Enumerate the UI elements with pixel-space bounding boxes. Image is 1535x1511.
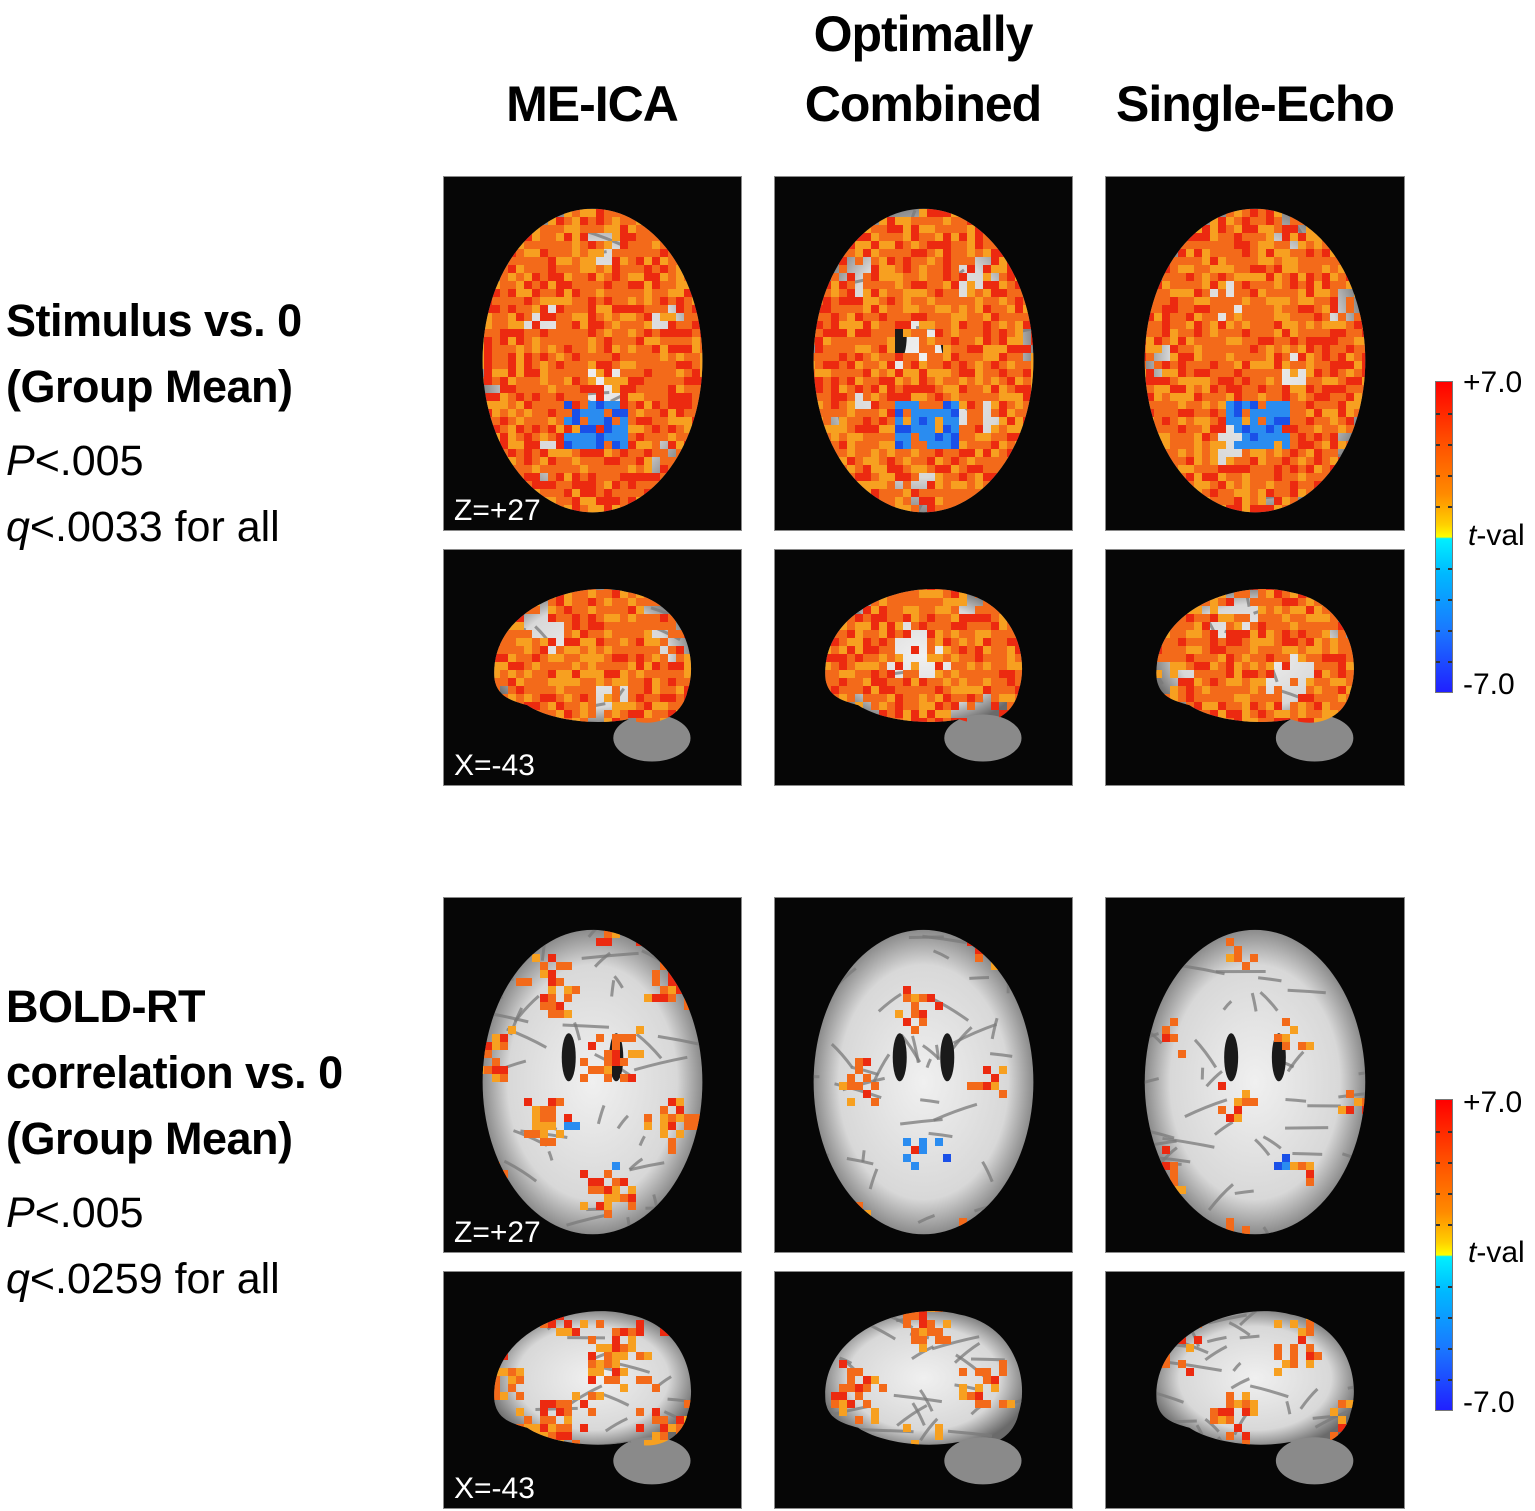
row-title-line: Stimulus vs. 0 bbox=[6, 295, 302, 346]
brain-panel-sagittal-single-echo-stimulus bbox=[1105, 549, 1405, 786]
brain-image bbox=[825, 588, 1023, 762]
row-label-bold-rt: BOLD-RT correlation vs. 0 (Group Mean) P… bbox=[6, 974, 343, 1312]
brain-panel-sagittal-optcom-bold-rt bbox=[774, 1271, 1073, 1509]
brain-image bbox=[825, 1311, 1023, 1485]
colorbar-mid-label: t-val bbox=[1468, 519, 1525, 553]
brain-panel-axial-me-ica-bold-rt: Z=+27 bbox=[443, 897, 742, 1253]
row-label-stimulus: Stimulus vs. 0 (Group Mean) P<.005 q<.00… bbox=[6, 288, 302, 560]
coordinate-label: X=-43 bbox=[454, 749, 535, 782]
brain-panel-sagittal-me-ica-stimulus: X=-43 bbox=[443, 549, 742, 786]
stat-symbol: q bbox=[6, 503, 30, 551]
brain-panel-sagittal-optcom-stimulus bbox=[774, 549, 1073, 786]
brain-panel-axial-single-echo-stimulus bbox=[1105, 176, 1405, 531]
stat-symbol: P bbox=[6, 437, 35, 485]
brain-panel-axial-optcom-stimulus bbox=[774, 176, 1073, 531]
stat-symbol: q bbox=[6, 1255, 30, 1303]
brain-panel-sagittal-me-ica-bold-rt: X=-43 bbox=[443, 1271, 742, 1509]
brain-image bbox=[1144, 208, 1366, 513]
brain-image bbox=[494, 588, 692, 762]
column-header-line: Single-Echo bbox=[1116, 76, 1395, 132]
row-title-line: correlation vs. 0 bbox=[6, 1047, 343, 1098]
stat-p-threshold: P<.005 bbox=[6, 1180, 343, 1246]
colorbar-mid-symbol: t bbox=[1468, 1236, 1477, 1269]
brain-image bbox=[1156, 1311, 1354, 1485]
colorbar-min-label: -7.0 bbox=[1463, 1386, 1515, 1419]
colorbar-max-label: +7.0 bbox=[1463, 366, 1523, 399]
stat-q-threshold: q<.0259 for all bbox=[6, 1246, 343, 1312]
brain-image bbox=[482, 929, 703, 1235]
coordinate-label: Z=+27 bbox=[454, 494, 541, 527]
colorbar-max-label: +7.0 bbox=[1463, 1086, 1523, 1119]
colorbar-stimulus bbox=[1435, 381, 1453, 693]
colorbar-min-label: -7.0 bbox=[1463, 668, 1515, 701]
row-title-line: (Group Mean) bbox=[6, 361, 293, 412]
stat-symbol: P bbox=[6, 1189, 35, 1237]
brain-image bbox=[482, 208, 703, 513]
brain-panel-axial-me-ica-stimulus: Z=+27 bbox=[443, 176, 742, 531]
brain-panel-axial-single-echo-bold-rt bbox=[1105, 897, 1405, 1253]
stat-q-threshold: q<.0033 for all bbox=[6, 494, 302, 560]
column-header-line: Combined bbox=[804, 76, 1042, 132]
colorbar-mid-text: -val bbox=[1476, 1236, 1525, 1269]
coordinate-label: X=-43 bbox=[454, 1472, 535, 1505]
column-header-optimally-combined: Optimally Combined bbox=[760, 2, 1086, 136]
brain-image bbox=[813, 208, 1034, 513]
stat-value: <.005 bbox=[34, 1189, 144, 1237]
stat-value: <.0259 for all bbox=[29, 1255, 280, 1303]
brain-image bbox=[1144, 929, 1366, 1235]
stat-value: <.005 bbox=[34, 437, 144, 485]
brain-panel-sagittal-single-echo-bold-rt bbox=[1105, 1271, 1405, 1509]
coordinate-label: Z=+27 bbox=[454, 1216, 541, 1249]
brain-image bbox=[813, 929, 1034, 1235]
brain-image bbox=[494, 1311, 692, 1485]
stat-value: <.0033 for all bbox=[29, 503, 280, 551]
colorbar-bold-rt bbox=[1435, 1099, 1453, 1411]
column-header-line: Optimally bbox=[813, 6, 1034, 62]
column-header-single-echo: Single-Echo bbox=[1090, 72, 1420, 136]
colorbar-mid-symbol: t bbox=[1468, 519, 1477, 552]
brain-panel-axial-optcom-bold-rt bbox=[774, 897, 1073, 1253]
stat-p-threshold: P<.005 bbox=[6, 428, 302, 494]
row-title-line: BOLD-RT bbox=[6, 981, 205, 1032]
colorbar-mid-label: t-val bbox=[1468, 1236, 1525, 1270]
brain-image bbox=[1156, 588, 1354, 762]
colorbar-mid-text: -val bbox=[1476, 519, 1525, 552]
column-header-me-ica: ME-ICA bbox=[443, 72, 741, 136]
column-header-line: ME-ICA bbox=[506, 76, 679, 132]
row-title-line: (Group Mean) bbox=[6, 1113, 293, 1164]
